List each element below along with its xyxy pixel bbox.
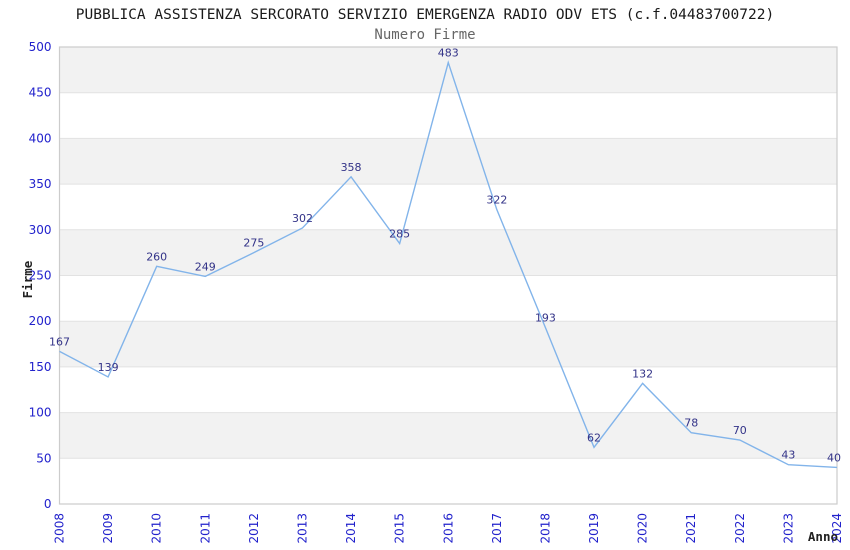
data-point-label: 322 (486, 194, 507, 207)
x-tick-label: 2018 (538, 513, 552, 544)
series-line (59, 60, 838, 469)
data-point-label: 249 (195, 260, 216, 273)
data-point-label: 78 (684, 417, 698, 430)
x-tick-label: 2023 (781, 513, 795, 544)
data-point-label: 275 (243, 237, 264, 250)
data-point-label: 358 (341, 161, 362, 174)
plot-band (59, 321, 837, 367)
chart-subtitle: Numero Firme (374, 27, 476, 43)
x-tick-label: 2012 (247, 513, 261, 544)
data-point-label: 139 (98, 361, 119, 374)
x-tick-label: 2019 (587, 513, 601, 544)
data-point-label: 43 (781, 449, 795, 462)
data-point-label: 302 (292, 212, 313, 225)
x-tick-label: 2021 (684, 513, 698, 544)
x-tick-label: 2013 (295, 513, 309, 544)
y-tick-label: 50 (36, 451, 51, 465)
x-tick-label: 2011 (198, 513, 212, 544)
data-point-label: 132 (632, 367, 653, 380)
y-axis-title: Firme (20, 260, 35, 298)
plot-border (58, 46, 838, 505)
x-tick-label: 2014 (344, 513, 358, 544)
x-tick-label: 2020 (636, 513, 650, 544)
data-point-label: 260 (146, 250, 167, 263)
x-tick-label: 2024 (830, 513, 844, 544)
plot-band (59, 138, 837, 185)
data-point-label: 62 (587, 431, 601, 444)
y-tick-label: 200 (29, 314, 52, 328)
x-tick-label: 2010 (150, 513, 164, 544)
x-tick-label: 2017 (490, 513, 504, 544)
y-tick-label: 400 (29, 131, 52, 145)
data-point-label: 483 (438, 47, 459, 60)
data-point-label: 40 (827, 451, 841, 464)
data-point-label: 193 (535, 312, 556, 325)
x-tick-label: 2016 (441, 513, 455, 544)
x-tick-label: 2009 (101, 513, 115, 544)
x-tick-label: 2015 (393, 513, 407, 544)
plot-band (59, 47, 837, 93)
plot-band (59, 412, 837, 459)
y-tick-label: 0 (44, 497, 52, 511)
y-tick-label: 300 (29, 223, 52, 237)
x-axis-title: Anno (808, 529, 838, 544)
data-point-label: 167 (49, 335, 70, 348)
chart-title: PUBBLICA ASSISTENZA SERCORATO SERVIZIO E… (75, 7, 775, 23)
plot-band (59, 229, 837, 276)
y-tick-label: 250 (29, 269, 52, 283)
data-point-label: 70 (733, 424, 747, 437)
data-point-label: 285 (389, 228, 410, 241)
x-tick-label: 2008 (53, 513, 67, 544)
y-tick-label: 450 (29, 86, 52, 100)
x-tick-label: 2022 (733, 513, 747, 544)
y-tick-label: 150 (29, 360, 52, 374)
y-tick-label: 100 (29, 406, 52, 420)
y-tick-label: 500 (29, 40, 52, 54)
y-tick-label: 350 (29, 177, 52, 191)
